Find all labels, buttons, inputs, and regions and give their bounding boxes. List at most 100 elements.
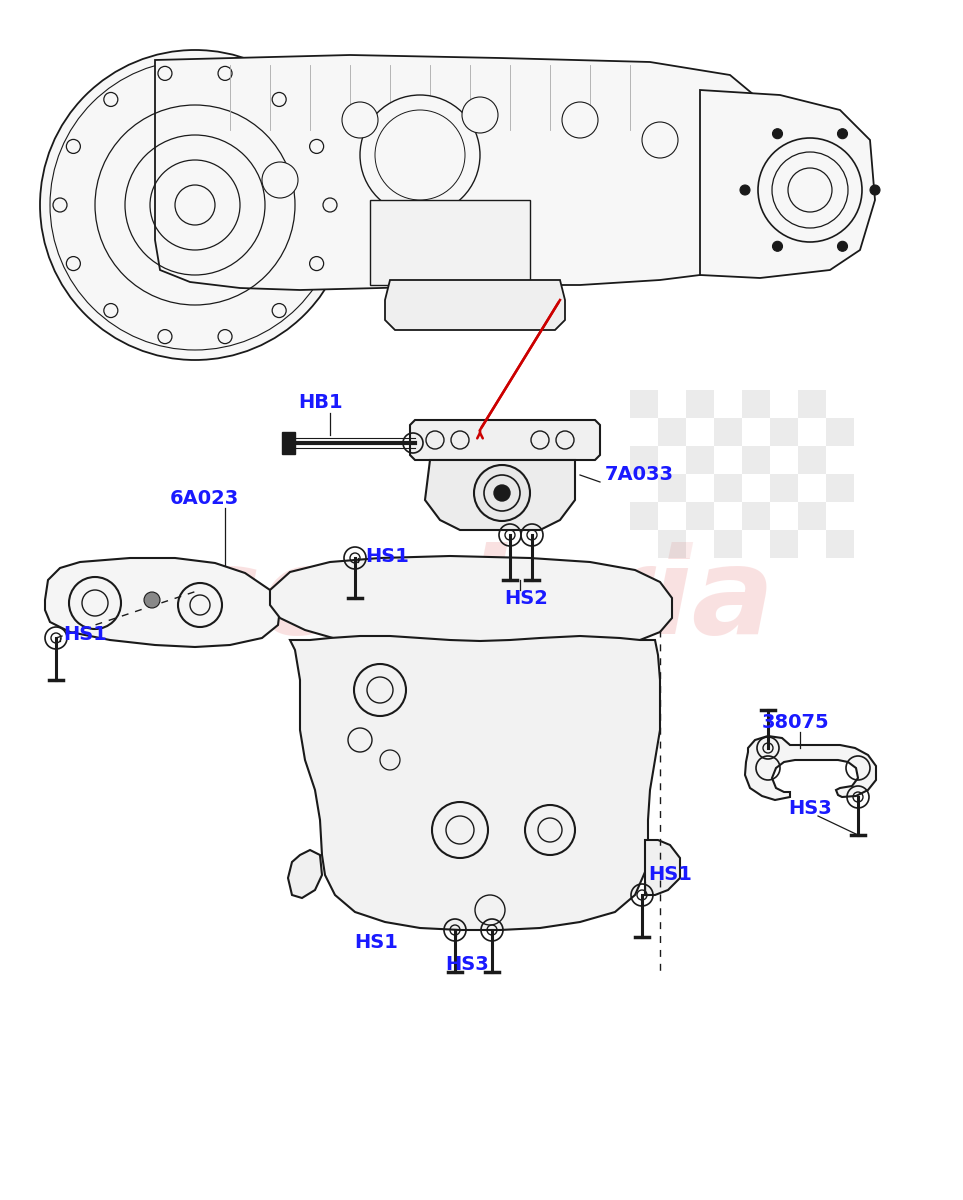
- Bar: [714, 418, 742, 446]
- Circle shape: [494, 485, 510, 502]
- Text: HB1: HB1: [298, 394, 343, 413]
- Bar: [686, 474, 714, 502]
- Circle shape: [158, 330, 172, 343]
- Bar: [658, 530, 686, 558]
- Bar: [770, 474, 798, 502]
- Bar: [630, 474, 658, 502]
- Text: HS1: HS1: [354, 934, 398, 953]
- Bar: [714, 390, 742, 418]
- Bar: [742, 502, 770, 530]
- Polygon shape: [745, 736, 876, 800]
- Circle shape: [273, 304, 286, 318]
- Bar: [742, 474, 770, 502]
- Circle shape: [53, 198, 67, 212]
- Polygon shape: [385, 280, 565, 330]
- Bar: [686, 446, 714, 474]
- Circle shape: [870, 185, 880, 194]
- Circle shape: [218, 330, 232, 343]
- Circle shape: [158, 66, 172, 80]
- Bar: [798, 418, 826, 446]
- Bar: [826, 474, 854, 502]
- Circle shape: [310, 257, 324, 270]
- Circle shape: [218, 66, 232, 80]
- Bar: [658, 502, 686, 530]
- Bar: [630, 446, 658, 474]
- Circle shape: [323, 198, 337, 212]
- Text: HS1: HS1: [648, 865, 691, 884]
- Polygon shape: [700, 90, 875, 278]
- Bar: [742, 446, 770, 474]
- Text: c a r   p a r t s: c a r p a r t s: [325, 656, 638, 700]
- Polygon shape: [288, 850, 322, 898]
- Circle shape: [310, 139, 324, 154]
- Bar: [826, 530, 854, 558]
- Circle shape: [838, 128, 847, 139]
- Circle shape: [262, 162, 298, 198]
- Bar: [742, 530, 770, 558]
- Bar: [630, 390, 658, 418]
- Bar: [798, 474, 826, 502]
- Polygon shape: [645, 840, 680, 895]
- Bar: [658, 474, 686, 502]
- Text: 7A033: 7A033: [605, 466, 674, 485]
- Circle shape: [740, 185, 750, 194]
- Circle shape: [772, 128, 783, 139]
- Bar: [714, 446, 742, 474]
- Polygon shape: [270, 556, 672, 652]
- Bar: [770, 446, 798, 474]
- Bar: [686, 390, 714, 418]
- Polygon shape: [370, 200, 530, 284]
- Circle shape: [273, 92, 286, 107]
- Polygon shape: [410, 420, 600, 460]
- Circle shape: [474, 464, 530, 521]
- Bar: [770, 530, 798, 558]
- Bar: [798, 446, 826, 474]
- Circle shape: [772, 241, 783, 251]
- Polygon shape: [45, 558, 280, 647]
- Circle shape: [642, 122, 678, 158]
- Circle shape: [66, 139, 80, 154]
- Circle shape: [40, 50, 350, 360]
- Polygon shape: [282, 432, 295, 454]
- Bar: [658, 390, 686, 418]
- Bar: [686, 530, 714, 558]
- Circle shape: [758, 138, 862, 242]
- Bar: [686, 502, 714, 530]
- Circle shape: [360, 95, 480, 215]
- Text: HS1: HS1: [63, 625, 107, 644]
- Text: scuderia: scuderia: [188, 541, 775, 659]
- Text: HS3: HS3: [788, 798, 832, 817]
- Circle shape: [66, 257, 80, 270]
- Bar: [826, 418, 854, 446]
- Bar: [742, 390, 770, 418]
- Bar: [798, 502, 826, 530]
- Bar: [714, 502, 742, 530]
- Bar: [658, 446, 686, 474]
- Circle shape: [462, 97, 498, 133]
- Bar: [798, 390, 826, 418]
- Bar: [714, 530, 742, 558]
- Bar: [742, 418, 770, 446]
- Polygon shape: [290, 636, 660, 930]
- Text: 6A023: 6A023: [170, 488, 239, 508]
- Bar: [630, 418, 658, 446]
- Bar: [630, 502, 658, 530]
- Bar: [714, 474, 742, 502]
- Circle shape: [104, 304, 117, 318]
- Text: HS1: HS1: [365, 546, 409, 565]
- Polygon shape: [425, 460, 575, 530]
- Bar: [826, 502, 854, 530]
- Text: HS3: HS3: [445, 955, 489, 974]
- Circle shape: [562, 102, 598, 138]
- Circle shape: [104, 92, 117, 107]
- Text: HS2: HS2: [504, 588, 548, 607]
- Bar: [630, 530, 658, 558]
- Bar: [770, 390, 798, 418]
- Bar: [826, 446, 854, 474]
- Circle shape: [342, 102, 378, 138]
- Bar: [686, 418, 714, 446]
- Polygon shape: [155, 55, 760, 290]
- Bar: [770, 418, 798, 446]
- Circle shape: [838, 241, 847, 251]
- Bar: [658, 418, 686, 446]
